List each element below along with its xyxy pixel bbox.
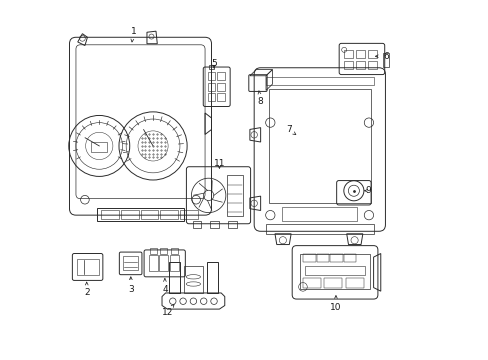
Text: 8: 8: [257, 91, 263, 105]
Bar: [265, 77, 373, 85]
Bar: [77, 259, 99, 275]
Bar: [210, 221, 219, 228]
Bar: [265, 224, 373, 234]
Bar: [207, 72, 215, 80]
Bar: [170, 255, 179, 271]
Bar: [149, 248, 157, 253]
Bar: [344, 61, 352, 69]
Bar: [305, 266, 364, 275]
Bar: [121, 210, 139, 219]
Bar: [303, 255, 315, 262]
Bar: [192, 221, 201, 228]
Bar: [303, 278, 320, 288]
Text: 12: 12: [162, 305, 174, 317]
Bar: [97, 208, 183, 221]
Bar: [355, 50, 364, 58]
Bar: [367, 50, 376, 58]
Bar: [268, 89, 370, 203]
Bar: [180, 210, 198, 219]
Text: 7: 7: [286, 125, 295, 135]
Bar: [217, 72, 224, 80]
Bar: [159, 255, 168, 271]
Bar: [140, 210, 158, 219]
Text: 6: 6: [375, 52, 388, 61]
Bar: [228, 221, 237, 228]
Text: 1: 1: [130, 27, 136, 42]
Bar: [217, 83, 224, 91]
Text: 4: 4: [162, 279, 167, 294]
Text: 5: 5: [211, 59, 217, 68]
Bar: [346, 278, 363, 288]
Bar: [122, 256, 138, 270]
Bar: [329, 255, 342, 262]
Bar: [101, 210, 119, 219]
Bar: [343, 255, 356, 262]
Bar: [282, 207, 357, 221]
Bar: [324, 278, 342, 288]
Bar: [208, 64, 214, 69]
Bar: [217, 93, 224, 101]
Text: 2: 2: [84, 282, 89, 297]
Bar: [344, 50, 352, 58]
Bar: [316, 255, 328, 262]
Text: 10: 10: [329, 296, 341, 312]
Bar: [207, 83, 215, 91]
Bar: [170, 248, 178, 253]
Bar: [148, 255, 157, 271]
Bar: [382, 53, 388, 67]
Bar: [160, 210, 178, 219]
Bar: [367, 61, 376, 69]
Bar: [355, 61, 364, 69]
Bar: [207, 93, 215, 101]
Bar: [226, 175, 242, 216]
Bar: [183, 266, 203, 293]
Text: 3: 3: [128, 277, 133, 294]
Bar: [300, 253, 369, 289]
Bar: [160, 248, 167, 253]
Text: 9: 9: [364, 186, 370, 195]
Text: 11: 11: [213, 159, 224, 168]
Bar: [91, 141, 107, 152]
